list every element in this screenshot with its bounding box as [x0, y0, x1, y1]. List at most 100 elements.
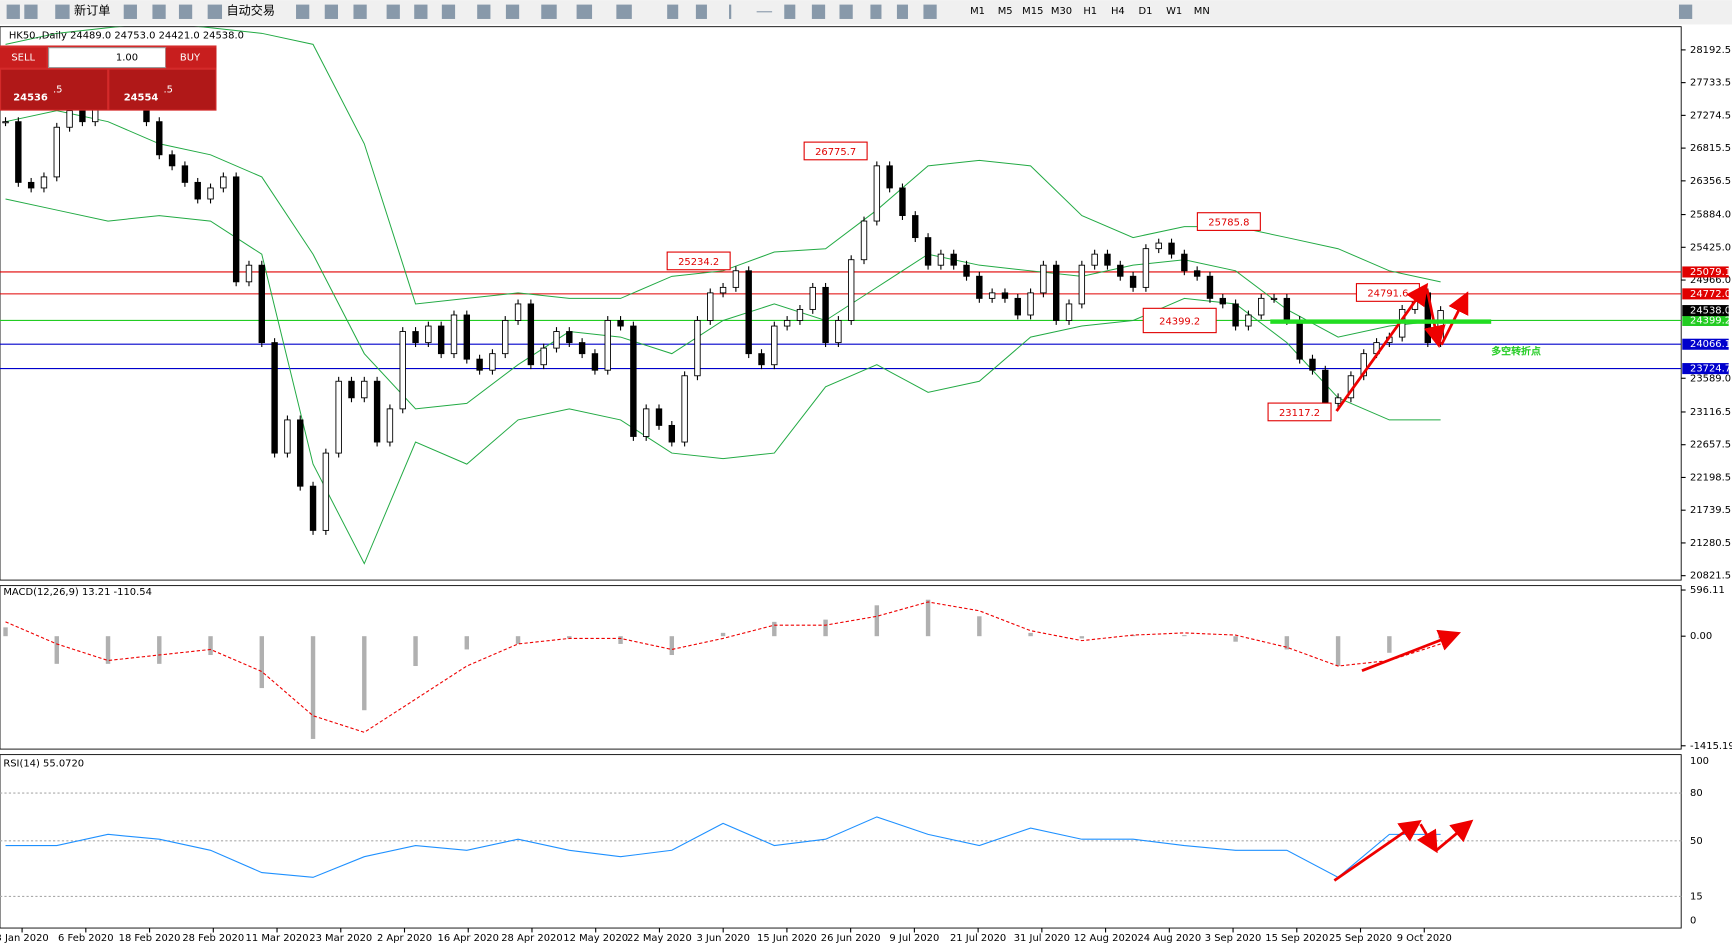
- new-order-icon[interactable]: [55, 4, 70, 19]
- macd-bar: [925, 599, 931, 637]
- candle: [258, 260, 265, 348]
- sell-button[interactable]: [0, 47, 47, 68]
- candle: [886, 161, 893, 193]
- candle-body: [79, 110, 86, 123]
- candle-body: [591, 353, 599, 371]
- date-label: 15 Sep 2020: [1265, 933, 1328, 944]
- y-tick-label: 25425.0: [1690, 242, 1731, 253]
- rsi-tick-label: 80: [1690, 788, 1703, 799]
- date-label: 31 Jul 2020: [1014, 933, 1070, 944]
- candle: [399, 327, 406, 414]
- ask-frac: .5: [163, 85, 172, 96]
- price-annotation: 23117.2: [1279, 408, 1320, 419]
- bid-main: 24536: [13, 92, 48, 103]
- candle: [963, 260, 970, 281]
- candle-body: [297, 419, 304, 487]
- candle: [527, 299, 535, 370]
- macd-bar: [1335, 636, 1341, 667]
- candle: [924, 233, 932, 270]
- timeframe-button[interactable]: W1: [1166, 6, 1182, 17]
- date-label: 28 Feb 2020: [182, 933, 244, 944]
- candle: [1334, 393, 1342, 408]
- price-annotation-box: [1142, 307, 1217, 334]
- candle-body: [1155, 242, 1162, 250]
- candle-body: [860, 220, 868, 261]
- macd-signal: [5, 601, 1441, 733]
- candle-body: [771, 325, 778, 366]
- candle: [335, 376, 342, 458]
- candle-body: [1283, 297, 1291, 321]
- candle-body: [1091, 253, 1098, 266]
- candle-body: [668, 424, 676, 443]
- timeframe-button[interactable]: M30: [1051, 6, 1072, 17]
- candle-body: [373, 380, 381, 443]
- timeframe-button[interactable]: H4: [1111, 6, 1125, 17]
- date-label: 16 Apr 2020: [438, 933, 499, 944]
- candle: [591, 349, 599, 375]
- candle: [937, 249, 945, 270]
- candle-body: [245, 264, 253, 283]
- candle-body: [630, 325, 637, 437]
- timeframe-button[interactable]: MN: [1194, 6, 1210, 17]
- candle: [489, 349, 496, 375]
- macd-bar: [3, 627, 8, 637]
- candle-body: [335, 380, 342, 454]
- auto-trading-button[interactable]: 自动交易: [226, 3, 275, 18]
- lots-input[interactable]: [48, 47, 167, 69]
- candle: [1142, 244, 1150, 292]
- date-label: 2 Apr 2020: [377, 933, 432, 944]
- candle-body: [450, 314, 458, 355]
- candle-body: [425, 325, 432, 344]
- bollinger-band: [5, 198, 1441, 565]
- level-tag: [1682, 288, 1729, 300]
- candle-body: [566, 331, 573, 344]
- sell-label: SELL: [11, 53, 35, 64]
- candle-body: [27, 181, 35, 189]
- level-label: 24772.0: [1690, 289, 1731, 300]
- timeframe-button[interactable]: H1: [1083, 6, 1097, 17]
- macd-bar: [54, 636, 59, 664]
- candle: [1206, 271, 1214, 303]
- candle: [1309, 354, 1316, 375]
- candle-body: [1142, 248, 1150, 288]
- candle: [732, 266, 740, 292]
- candle-body: [322, 452, 330, 531]
- candle-body: [53, 126, 60, 178]
- macd-label: MACD(12,26,9) 13.21 -110.54: [3, 587, 152, 598]
- candle-body: [284, 419, 291, 454]
- buy-button[interactable]: [165, 47, 217, 68]
- candle-body: [1258, 297, 1265, 316]
- candle: [912, 211, 919, 243]
- candle-body: [1206, 275, 1214, 299]
- candle: [348, 376, 355, 403]
- candle: [655, 404, 663, 430]
- candle: [476, 354, 483, 375]
- candle: [284, 415, 291, 458]
- date-label: 9 Oct 2020: [1397, 933, 1452, 944]
- candle: [835, 316, 842, 348]
- timeframe-button[interactable]: M5: [998, 6, 1013, 17]
- timeframe-button[interactable]: M15: [1022, 6, 1043, 17]
- candle-body: [732, 270, 740, 288]
- macd-bar: [362, 636, 367, 711]
- candle-body: [1065, 303, 1073, 321]
- candle-body: [1078, 264, 1086, 305]
- candle-body: [348, 380, 355, 399]
- macd-bar: [413, 636, 418, 667]
- candle: [1232, 299, 1239, 331]
- timeframe-button[interactable]: D1: [1138, 6, 1152, 17]
- candle: [1065, 299, 1073, 325]
- macd-bar: [310, 636, 316, 739]
- candle-body: [527, 303, 535, 366]
- candle: [873, 161, 881, 226]
- candle: [783, 316, 791, 331]
- date-label: 9 Jul 2020: [889, 933, 939, 944]
- macd-bar: [1079, 636, 1085, 639]
- y-tick-label: 25884.0: [1690, 210, 1731, 221]
- date-label: 6 Feb 2020: [58, 933, 114, 944]
- new-order-button[interactable]: 新订单: [74, 3, 110, 18]
- candle: [642, 404, 650, 441]
- candle: [220, 172, 227, 193]
- timeframe-button[interactable]: M1: [970, 6, 985, 17]
- date-label: 24 Aug 2020: [1137, 933, 1201, 944]
